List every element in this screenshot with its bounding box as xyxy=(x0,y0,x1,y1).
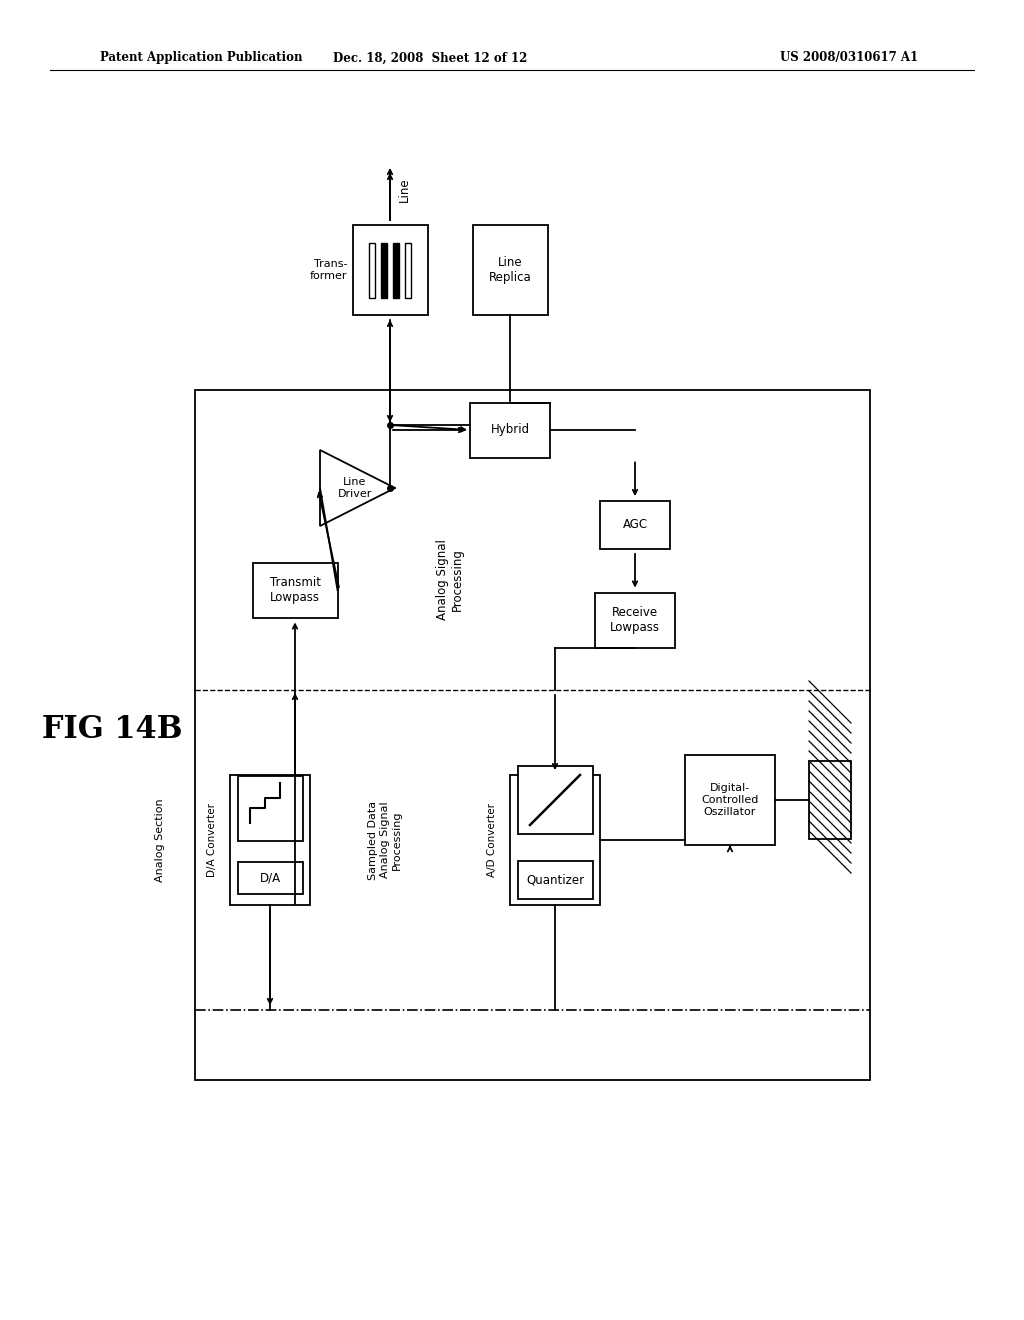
Text: D/A: D/A xyxy=(259,871,281,884)
Text: Patent Application Publication: Patent Application Publication xyxy=(100,51,302,65)
Bar xyxy=(195,389,870,1080)
Text: FIG 14B: FIG 14B xyxy=(42,714,182,746)
Text: AGC: AGC xyxy=(623,519,647,532)
Text: A/D Converter: A/D Converter xyxy=(487,803,497,876)
Bar xyxy=(517,766,593,834)
Bar xyxy=(352,224,427,315)
Text: Digital-
Controlled
Oszillator: Digital- Controlled Oszillator xyxy=(701,783,759,817)
Bar xyxy=(238,862,302,894)
Bar xyxy=(595,593,675,648)
Bar xyxy=(381,243,387,297)
Bar xyxy=(230,775,310,906)
Bar xyxy=(406,243,411,297)
Text: Dec. 18, 2008  Sheet 12 of 12: Dec. 18, 2008 Sheet 12 of 12 xyxy=(333,51,527,65)
Bar xyxy=(393,243,399,297)
Bar xyxy=(253,562,338,618)
Text: Analog Section: Analog Section xyxy=(155,799,165,882)
Text: D/A Converter: D/A Converter xyxy=(207,803,217,876)
Bar xyxy=(470,403,550,458)
Bar xyxy=(238,776,302,841)
Text: Trans-
former: Trans- former xyxy=(310,259,347,281)
Bar xyxy=(472,224,548,315)
Text: Transmit
Lowpass: Transmit Lowpass xyxy=(269,576,321,605)
Text: Sampled Data
Analog Signal
Processing: Sampled Data Analog Signal Processing xyxy=(369,800,401,879)
Text: US 2008/0310617 A1: US 2008/0310617 A1 xyxy=(780,51,919,65)
Text: Quantizer: Quantizer xyxy=(526,874,584,887)
Text: Line
Replica: Line Replica xyxy=(488,256,531,284)
Text: Analog Signal
Processing: Analog Signal Processing xyxy=(436,540,464,620)
Bar xyxy=(600,502,670,549)
Text: Line
Driver: Line Driver xyxy=(338,478,372,499)
Bar xyxy=(809,762,851,840)
Text: Line: Line xyxy=(398,178,411,202)
Bar xyxy=(685,755,775,845)
Bar xyxy=(510,775,600,906)
Bar xyxy=(517,861,593,899)
Text: Receive
Lowpass: Receive Lowpass xyxy=(610,606,660,634)
Text: Hybrid: Hybrid xyxy=(490,424,529,437)
Bar xyxy=(369,243,375,297)
